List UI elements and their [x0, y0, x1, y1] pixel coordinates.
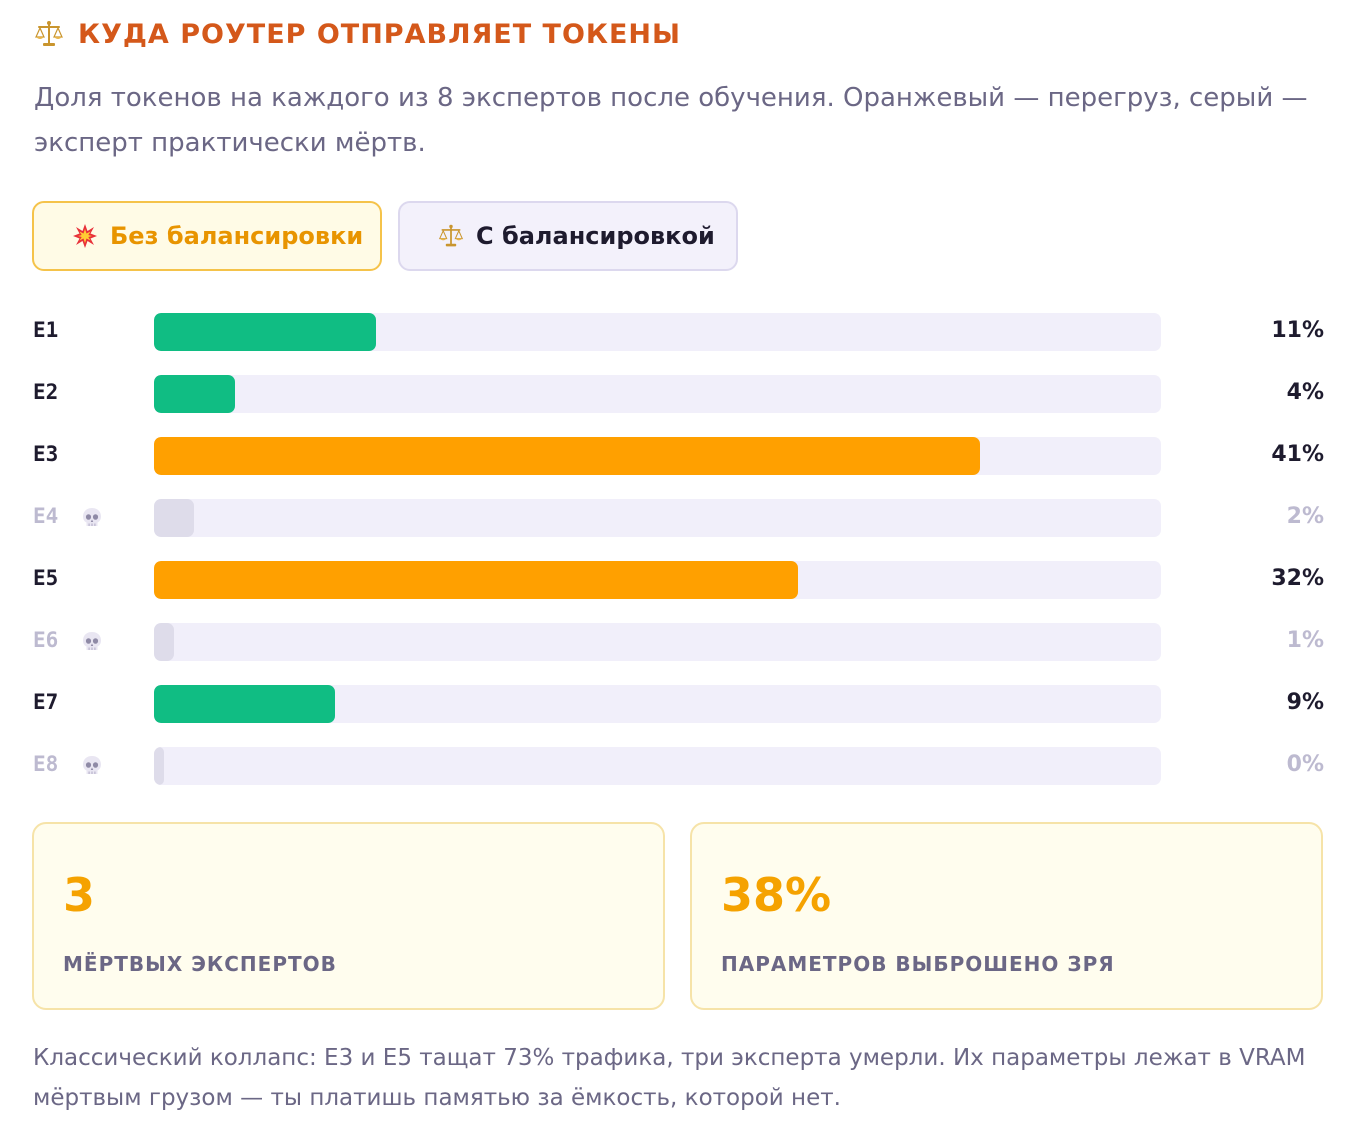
expert-label: E7 — [33, 690, 59, 714]
balance-scale-icon — [438, 224, 464, 247]
expert-label: E6 — [33, 628, 59, 652]
bar-track — [154, 313, 1161, 351]
stat-label: ПАРАМЕТРОВ ВЫБРОШЕНО ЗРЯ — [721, 952, 1115, 976]
header: КУДА РОУТЕР ОТПРАВЛЯЕТ ТОКЕНЫ — [34, 14, 681, 54]
expert-label: E1 — [33, 318, 59, 342]
page-title: КУДА РОУТЕР ОТПРАВЛЯЕТ ТОКЕНЫ — [78, 18, 682, 50]
expert-row-e2: E2 4% — [0, 374, 1354, 414]
bar-e1 — [154, 313, 376, 351]
bar-e3 — [154, 437, 980, 475]
bar-e4 — [154, 499, 195, 537]
footnote: Классический коллапс: E3 и E5 тащат 73% … — [33, 1045, 1306, 1111]
value-label: 11% — [1271, 318, 1324, 343]
expert-label: E2 — [33, 380, 59, 404]
expert-label: E8 — [33, 752, 59, 776]
value-label: 41% — [1271, 442, 1324, 467]
stat-value: 38% — [721, 868, 832, 922]
bar-e6 — [154, 623, 175, 661]
tab-without-balancing[interactable]: Без балансировки — [32, 201, 382, 271]
stat-label: МЁРТВЫХ ЭКСПЕРТОВ — [63, 952, 337, 976]
expert-load-chart: E1 11% E2 4% E3 41% E4 2% E5 32% E6 1% E7 9% E8 0% — [0, 300, 1354, 800]
value-label: 9% — [1286, 690, 1324, 715]
skull-icon — [80, 630, 104, 654]
bar-track — [154, 561, 1161, 599]
expert-row-e7: E7 9% — [0, 684, 1354, 724]
expert-row-e5: E5 32% — [0, 560, 1354, 600]
value-label: 32% — [1271, 566, 1324, 591]
expert-row-e3: E3 41% — [0, 436, 1354, 476]
bar-e2 — [154, 375, 235, 413]
expert-label: E4 — [33, 504, 59, 528]
expert-label: E3 — [33, 442, 59, 466]
bar-track — [154, 499, 1161, 537]
expert-row-e4: E4 2% — [0, 498, 1354, 538]
value-label: 4% — [1286, 380, 1324, 405]
collision-icon — [73, 224, 97, 248]
tab-label: Без балансировки — [110, 222, 364, 250]
tab-with-balancing[interactable]: С балансировкой — [398, 201, 738, 271]
expert-row-e8: E8 0% — [0, 746, 1354, 786]
stat-card-wasted-params: 38% ПАРАМЕТРОВ ВЫБРОШЕНО ЗРЯ — [690, 822, 1323, 1010]
value-label: 2% — [1286, 504, 1324, 529]
skull-icon — [80, 754, 104, 778]
page-subtitle: Доля токенов на каждого из 8 экспертов п… — [34, 83, 1308, 158]
bar-track — [154, 623, 1161, 661]
bar-track — [154, 685, 1161, 723]
expert-label: E5 — [33, 566, 59, 590]
stat-card-dead-experts: 3 МЁРТВЫХ ЭКСПЕРТОВ — [32, 822, 665, 1010]
bar-track — [154, 375, 1161, 413]
value-label: 1% — [1286, 628, 1324, 653]
tab-label: С балансировкой — [476, 222, 715, 250]
bar-e5 — [154, 561, 799, 599]
stat-value: 3 — [63, 868, 96, 922]
value-label: 0% — [1286, 752, 1324, 777]
skull-icon — [80, 506, 104, 530]
bar-track — [154, 747, 1161, 785]
expert-row-e6: E6 1% — [0, 622, 1354, 662]
balance-scale-icon — [35, 21, 63, 46]
bar-track — [154, 437, 1161, 475]
bar-e7 — [154, 685, 336, 723]
bar-e8 — [154, 747, 164, 785]
expert-row-e1: E1 11% — [0, 312, 1354, 352]
